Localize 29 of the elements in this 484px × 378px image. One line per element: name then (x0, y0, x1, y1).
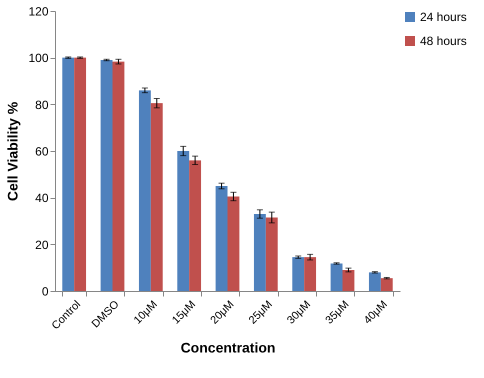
y-tick-label: 100 (28, 51, 49, 66)
bar (100, 60, 112, 291)
legend-label: 48 hours (420, 34, 467, 48)
y-axis-title: Cell Viability % (4, 101, 20, 202)
x-axis-title: Concentration (180, 339, 276, 356)
legend-label: 24 hours (420, 10, 467, 24)
y-tick-label: 0 (42, 284, 49, 298)
bar (380, 278, 393, 291)
bar (216, 186, 228, 291)
y-tick-label: 40 (35, 191, 49, 206)
bar (228, 196, 240, 291)
bar (266, 218, 278, 291)
bar (368, 272, 381, 291)
bar (177, 151, 190, 291)
bar (74, 58, 86, 291)
bar (138, 90, 151, 291)
y-tick-label: 20 (35, 238, 49, 252)
bar (150, 103, 163, 291)
y-tick-label: 120 (28, 4, 49, 18)
y-tick-label: 80 (35, 98, 49, 112)
bar (254, 214, 266, 291)
bar (292, 257, 304, 291)
bar (189, 160, 202, 291)
bar (342, 270, 354, 291)
bar (304, 257, 316, 291)
y-tick-label: 60 (35, 144, 49, 158)
bar (112, 62, 124, 291)
bar (62, 58, 74, 291)
bar (330, 263, 342, 291)
